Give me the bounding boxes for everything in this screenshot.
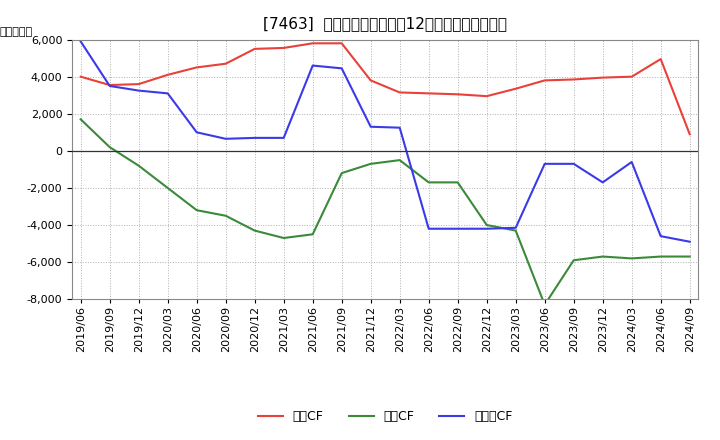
営業CF: [308, 40, 317, 46]
投資CF: [135, 163, 143, 169]
営業CF: [570, 77, 578, 82]
フリーCF: [454, 226, 462, 231]
投資CF: [192, 208, 201, 213]
投資CF: [570, 258, 578, 263]
投資CF: [454, 180, 462, 185]
フリーCF: [598, 180, 607, 185]
営業CF: [511, 86, 520, 92]
営業CF: [221, 61, 230, 66]
フリーCF: [570, 161, 578, 166]
営業CF: [657, 56, 665, 62]
フリーCF: [541, 161, 549, 166]
フリーCF: [657, 234, 665, 239]
フリーCF: [251, 135, 259, 140]
投資CF: [279, 235, 288, 241]
投資CF: [541, 302, 549, 308]
営業CF: [395, 90, 404, 95]
Title: [7463]  キャッシュフローの12か月移動合計の推移: [7463] キャッシュフローの12か月移動合計の推移: [264, 16, 507, 32]
投資CF: [395, 158, 404, 163]
投資CF: [511, 228, 520, 233]
営業CF: [454, 92, 462, 97]
投資CF: [627, 256, 636, 261]
投資CF: [221, 213, 230, 218]
フリーCF: [627, 159, 636, 165]
投資CF: [338, 170, 346, 176]
Line: フリーCF: フリーCF: [81, 41, 690, 242]
フリーCF: [105, 83, 114, 88]
Y-axis label: （百万円）: （百万円）: [0, 27, 32, 37]
投資CF: [105, 144, 114, 150]
営業CF: [424, 91, 433, 96]
フリーCF: [511, 225, 520, 231]
フリーCF: [424, 226, 433, 231]
フリーCF: [482, 226, 491, 231]
営業CF: [366, 78, 375, 83]
Legend: 営業CF, 投資CF, フリーCF: 営業CF, 投資CF, フリーCF: [253, 405, 518, 428]
フリーCF: [192, 130, 201, 135]
フリーCF: [338, 66, 346, 71]
営業CF: [105, 82, 114, 88]
投資CF: [424, 180, 433, 185]
営業CF: [192, 65, 201, 70]
投資CF: [251, 228, 259, 233]
フリーCF: [76, 39, 85, 44]
フリーCF: [685, 239, 694, 244]
フリーCF: [163, 91, 172, 96]
フリーCF: [308, 63, 317, 68]
投資CF: [598, 254, 607, 259]
営業CF: [541, 78, 549, 83]
Line: 営業CF: 営業CF: [81, 43, 690, 134]
フリーCF: [366, 124, 375, 129]
投資CF: [366, 161, 375, 166]
営業CF: [685, 132, 694, 137]
投資CF: [163, 185, 172, 191]
営業CF: [135, 81, 143, 87]
投資CF: [482, 222, 491, 227]
投資CF: [76, 117, 85, 122]
営業CF: [76, 74, 85, 79]
投資CF: [657, 254, 665, 259]
営業CF: [251, 46, 259, 51]
営業CF: [627, 74, 636, 79]
フリーCF: [395, 125, 404, 130]
営業CF: [163, 72, 172, 77]
Line: 投資CF: 投資CF: [81, 119, 690, 305]
投資CF: [308, 231, 317, 237]
営業CF: [598, 75, 607, 80]
フリーCF: [221, 136, 230, 141]
投資CF: [685, 254, 694, 259]
営業CF: [279, 45, 288, 51]
フリーCF: [135, 88, 143, 93]
フリーCF: [279, 135, 288, 140]
営業CF: [482, 94, 491, 99]
営業CF: [338, 40, 346, 46]
